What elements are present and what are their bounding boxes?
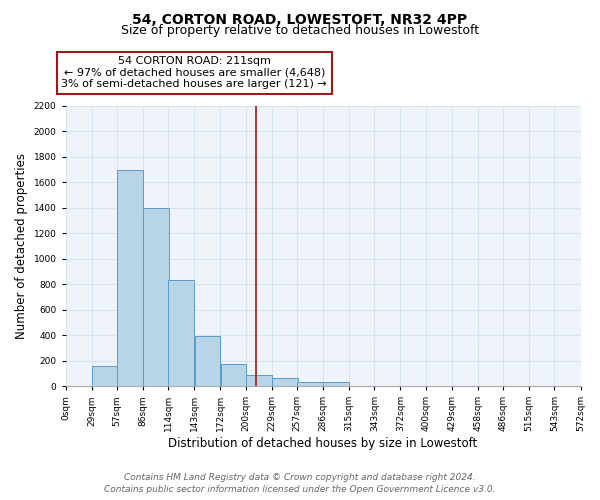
Bar [92,366,118,386]
Bar [221,364,246,386]
Bar [297,382,323,386]
Text: Size of property relative to detached houses in Lowestoft: Size of property relative to detached ho… [121,24,479,37]
Bar [143,208,169,386]
Bar [117,170,143,386]
Text: 54, CORTON ROAD, LOWESTOFT, NR32 4PP: 54, CORTON ROAD, LOWESTOFT, NR32 4PP [133,12,467,26]
X-axis label: Distribution of detached houses by size in Lowestoft: Distribution of detached houses by size … [169,437,478,450]
Bar [272,378,298,386]
Bar [169,280,194,386]
Bar [194,336,220,386]
Text: Contains HM Land Registry data © Crown copyright and database right 2024.
Contai: Contains HM Land Registry data © Crown c… [104,472,496,494]
Y-axis label: Number of detached properties: Number of detached properties [15,153,28,339]
Bar [323,382,349,386]
Bar [246,374,272,386]
Text: 54 CORTON ROAD: 211sqm
← 97% of detached houses are smaller (4,648)
3% of semi-d: 54 CORTON ROAD: 211sqm ← 97% of detached… [61,56,327,90]
